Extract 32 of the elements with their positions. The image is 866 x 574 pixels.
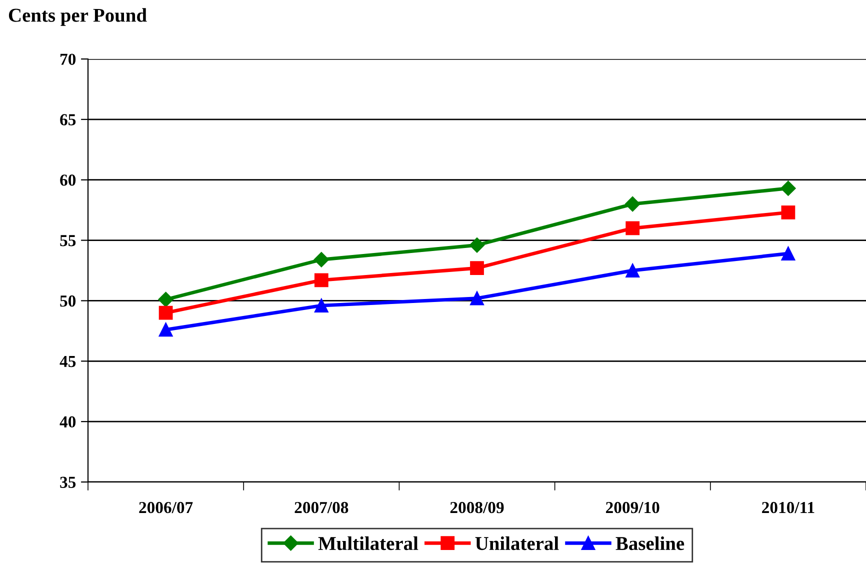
point <box>469 238 485 253</box>
point <box>470 261 484 276</box>
y-tick-label: 40 <box>60 416 76 428</box>
point <box>470 291 484 306</box>
x-tick-label: 2010/11 <box>762 502 814 514</box>
point <box>781 206 796 220</box>
x-tick-label: 2009/10 <box>606 502 660 514</box>
x-tick-label: 2007/08 <box>294 502 348 514</box>
y-tick-label: 50 <box>60 295 76 307</box>
y-axis-title: Cents per Pound <box>8 8 147 26</box>
y-tick-label: 35 <box>60 476 76 488</box>
legend-label: Multilateral <box>318 536 418 550</box>
point <box>780 180 796 196</box>
y-tick-label: 55 <box>60 235 76 246</box>
point <box>158 306 173 320</box>
y-tick-label: 65 <box>60 114 76 126</box>
point <box>158 292 174 308</box>
legend-label: Baseline <box>616 536 684 550</box>
y-tick-label: 60 <box>60 174 76 186</box>
y-tick-label: 70 <box>60 54 76 65</box>
point <box>314 252 329 268</box>
point <box>314 273 328 288</box>
point <box>626 221 640 236</box>
legend-label: Unilateral <box>475 536 559 550</box>
y-tick-label: 45 <box>60 356 76 368</box>
x-tick-label: 2008/09 <box>450 502 504 514</box>
x-tick-label: 2006/07 <box>139 502 193 514</box>
point <box>158 322 173 337</box>
point <box>625 196 640 212</box>
point <box>626 264 640 278</box>
point <box>314 298 328 312</box>
point <box>781 246 796 261</box>
